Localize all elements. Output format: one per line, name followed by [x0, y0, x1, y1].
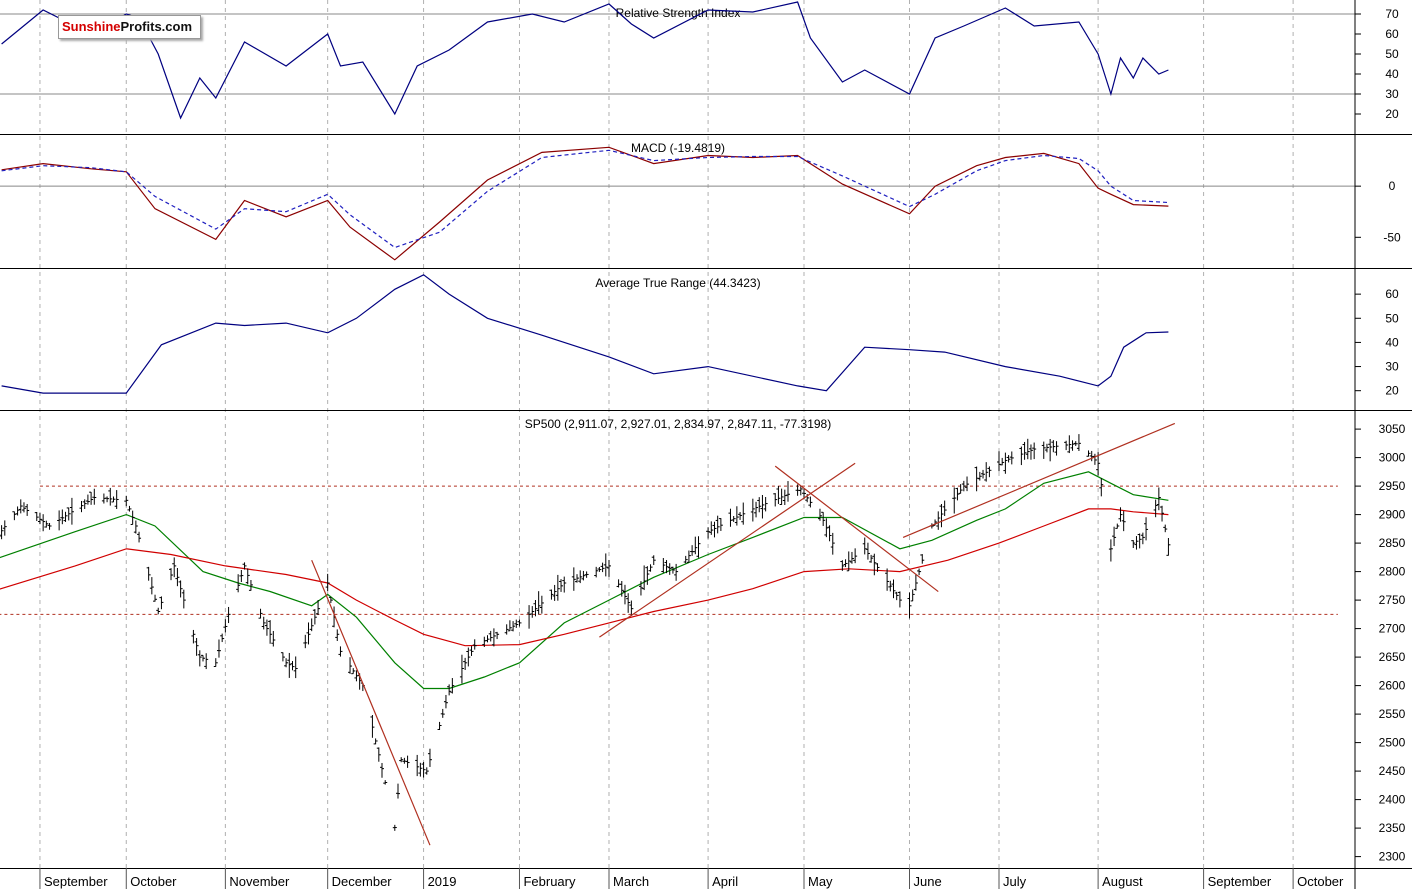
price-title: SP500 (2,911.07, 2,927.01, 2,834.97, 2,8…	[525, 417, 831, 431]
x-tick-label: September	[1208, 874, 1272, 889]
x-tick-label: 2019	[428, 874, 457, 889]
macd-y-tick-label: -50	[1383, 230, 1401, 244]
rsi-title: Relative Strength Index	[616, 6, 741, 20]
rsi-y-tick-label: 60	[1385, 27, 1399, 41]
x-tick-label: October	[1297, 874, 1344, 889]
atr-y-tick-label: 20	[1385, 384, 1399, 398]
price-y-tick-label: 2750	[1379, 593, 1406, 607]
price-y-tick-label: 2600	[1379, 679, 1406, 693]
x-tick-label: July	[1003, 874, 1027, 889]
x-tick-label: April	[712, 874, 738, 889]
rsi-y-tick-label: 30	[1385, 87, 1399, 101]
price-y-tick-label: 2400	[1379, 793, 1406, 807]
x-tick-label: February	[523, 874, 576, 889]
price-y-tick-label: 3000	[1379, 451, 1406, 465]
price-y-tick-label: 3050	[1379, 422, 1406, 436]
x-tick-label: March	[613, 874, 649, 889]
x-tick-label: August	[1102, 874, 1143, 889]
x-tick-label: December	[332, 874, 393, 889]
price-y-tick-label: 2850	[1379, 536, 1406, 550]
rsi-y-tick-label: 70	[1385, 7, 1399, 21]
atr-y-tick-label: 60	[1385, 287, 1399, 301]
logo-part2: Profits.com	[121, 19, 193, 34]
price-y-tick-label: 2800	[1379, 565, 1406, 579]
atr-y-tick-label: 30	[1385, 360, 1399, 374]
atr-title: Average True Range (44.3423)	[595, 276, 760, 290]
rsi-y-tick-label: 20	[1385, 107, 1399, 121]
x-tick-label: October	[130, 874, 177, 889]
macd-y-tick-label: 0	[1389, 179, 1396, 193]
price-y-tick-label: 2650	[1379, 650, 1406, 664]
price-y-tick-label: 2300	[1379, 850, 1406, 864]
sunshine-profits-logo: SunshineProfits.com	[58, 15, 201, 39]
x-tick-label: November	[229, 874, 290, 889]
x-tick-label: September	[44, 874, 108, 889]
x-tick-label: June	[913, 874, 941, 889]
price-y-tick-label: 2900	[1379, 508, 1406, 522]
price-y-tick-label: 2700	[1379, 622, 1406, 636]
price-y-tick-label: 2950	[1379, 479, 1406, 493]
price-y-tick-label: 2550	[1379, 707, 1406, 721]
price-y-tick-label: 2500	[1379, 736, 1406, 750]
price-y-tick-label: 2350	[1379, 821, 1406, 835]
atr-y-tick-label: 50	[1385, 311, 1399, 325]
rsi-y-tick-label: 40	[1385, 67, 1399, 81]
macd-title: MACD (-19.4819)	[631, 141, 725, 155]
atr-y-tick-label: 40	[1385, 335, 1399, 349]
x-tick-label: May	[808, 874, 833, 889]
price-y-tick-label: 2450	[1379, 764, 1406, 778]
rsi-y-tick-label: 50	[1385, 47, 1399, 61]
logo-part1: Sunshine	[62, 19, 121, 34]
